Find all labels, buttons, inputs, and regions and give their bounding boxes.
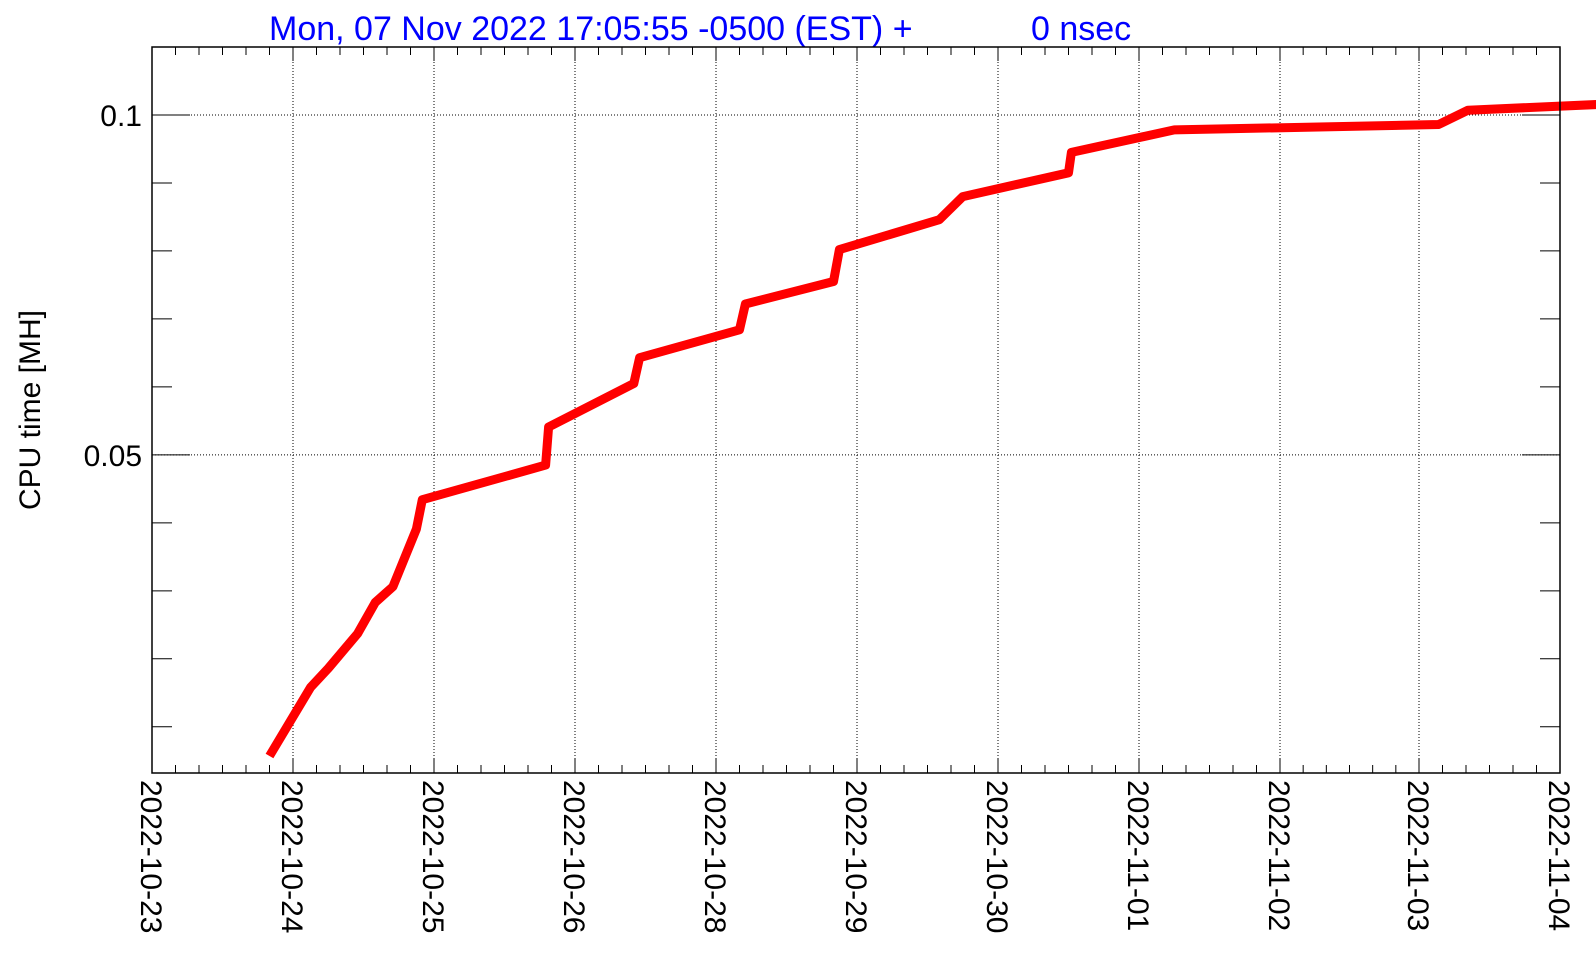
- x-tick-label: 2022-11-01: [1121, 780, 1154, 931]
- x-tick-label: 2022-10-28: [698, 780, 731, 933]
- x-tick-label: 2022-10-29: [839, 780, 872, 933]
- grid: [152, 47, 1560, 773]
- series-line-0: [265, 100, 1596, 759]
- y-tick-label: 0.1: [100, 100, 142, 133]
- x-tick-label: 2022-10-26: [557, 780, 590, 933]
- x-tick-label: 2022-11-04: [1542, 780, 1575, 931]
- minor-ticks: [151, 46, 1561, 773]
- x-tick-label: 2022-10-23: [134, 780, 167, 933]
- x-tick-label: 2022-10-30: [980, 780, 1013, 933]
- y-tick-label: 0.05: [84, 440, 142, 473]
- series-line-layer: [265, 100, 1596, 759]
- x-tick-label: 2022-10-25: [416, 780, 449, 933]
- x-tick-labels: 2022-10-23 2022-10-24 2022-10-25 2022-10-26…: [134, 780, 1575, 933]
- timestamp-label: Mon, 07 Nov 2022 17:05:55 -0500 (EST) +: [269, 10, 913, 48]
- time-offset-label: 0 nsec: [1031, 10, 1131, 48]
- y-axis-label: CPU time [MH]: [14, 310, 47, 510]
- x-tick-label: 2022-11-02: [1262, 780, 1295, 931]
- x-tick-label: 2022-11-03: [1401, 780, 1434, 931]
- x-tick-label: 2022-10-24: [275, 780, 308, 933]
- plot-frame: [151, 46, 1561, 774]
- y-tick-labels: 0.05 0.1: [84, 100, 142, 473]
